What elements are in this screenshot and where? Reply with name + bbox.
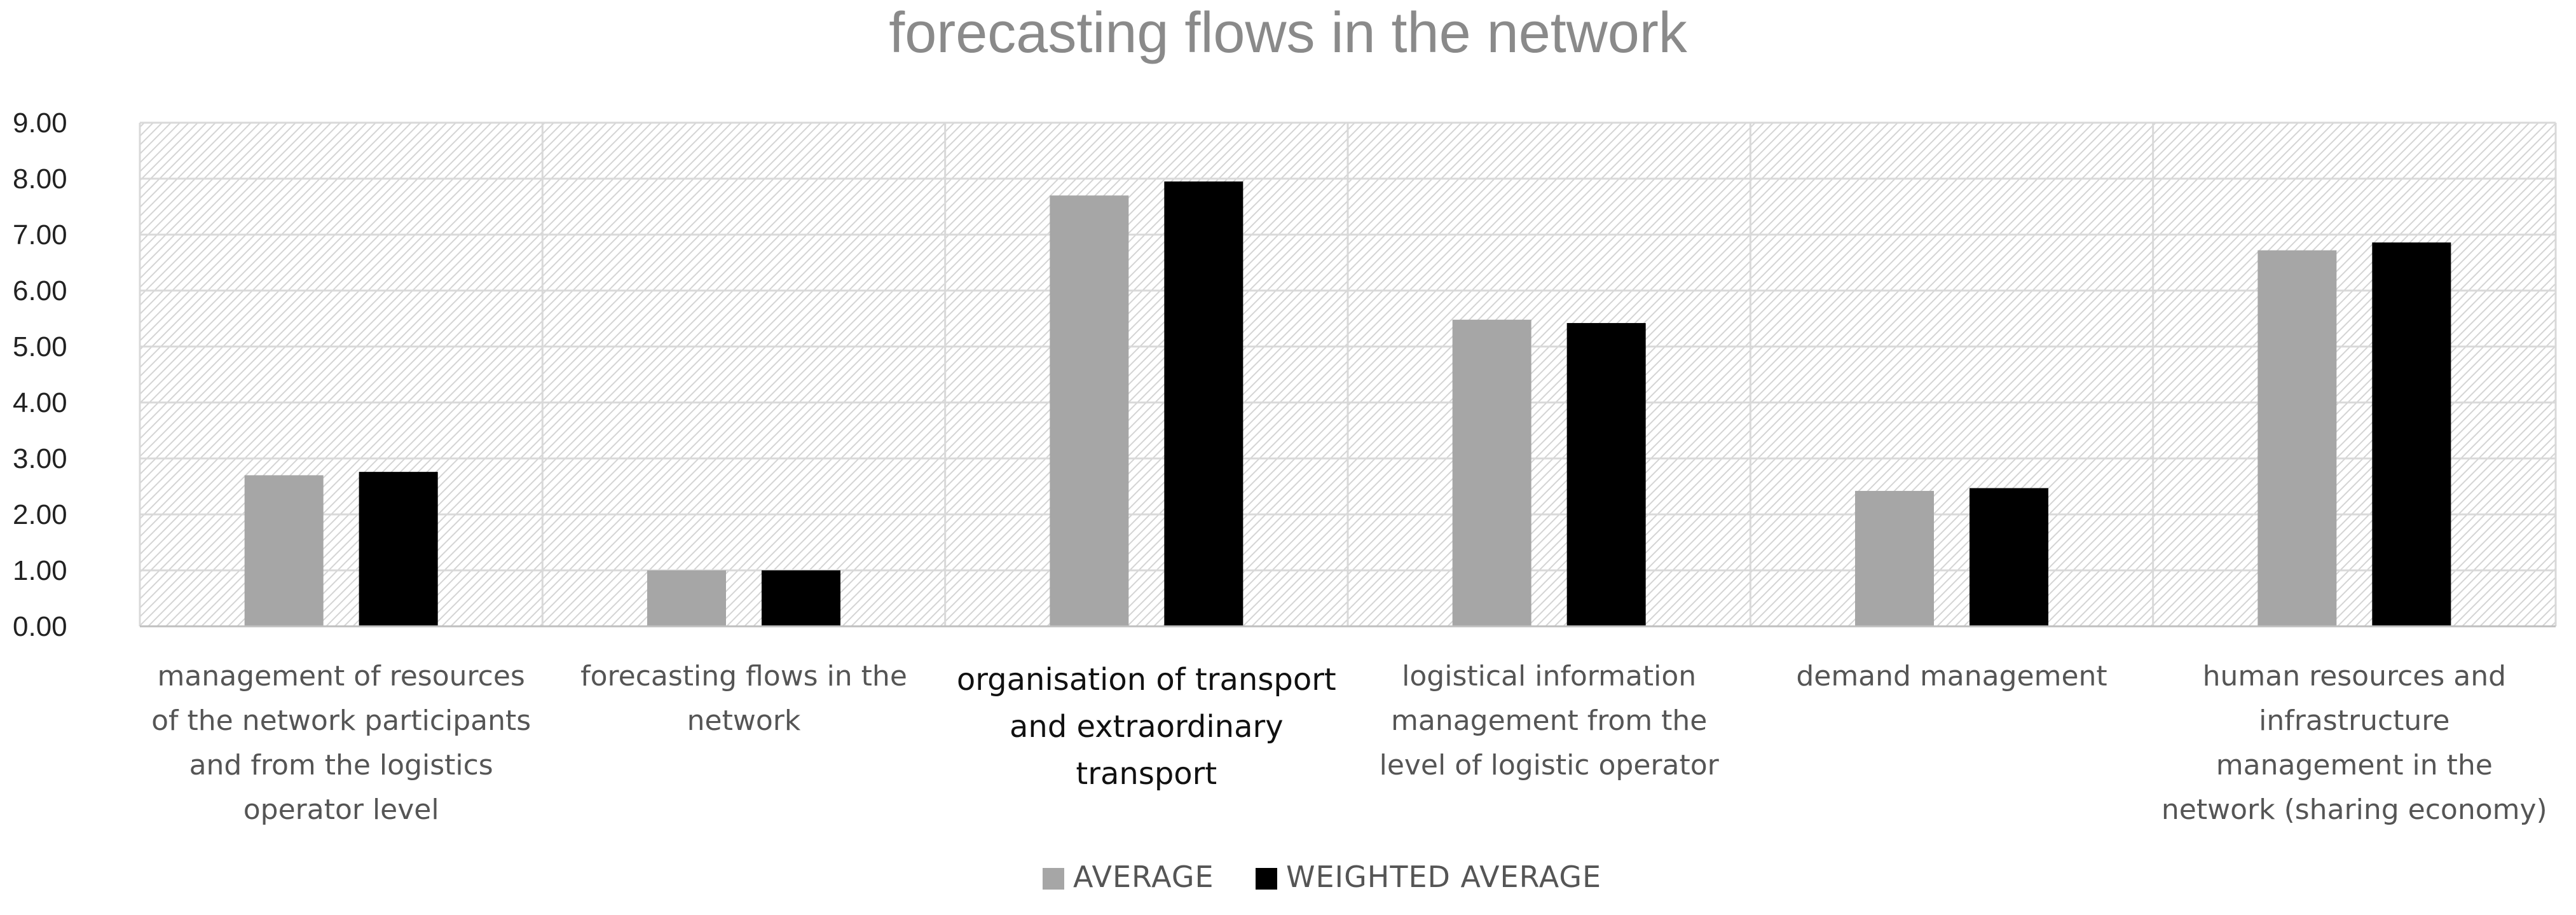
bar-weighted-average bbox=[2372, 242, 2451, 626]
x-category-label: organisation of transport and extraordina… bbox=[957, 662, 1336, 792]
y-tick-label: 5.00 bbox=[13, 331, 67, 362]
x-category-label: demand management bbox=[1796, 660, 2107, 692]
bar-weighted-average bbox=[1970, 488, 2048, 626]
bar-average bbox=[647, 570, 726, 626]
y-tick-label: 4.00 bbox=[13, 387, 67, 418]
bar-weighted-average bbox=[1164, 181, 1243, 626]
x-axis-labels: management of resources of the network pa… bbox=[151, 660, 2547, 826]
y-tick-label: 3.00 bbox=[13, 443, 67, 474]
y-tick-label: 8.00 bbox=[13, 163, 67, 195]
bar-average bbox=[2257, 250, 2337, 626]
x-category-label: human resources and infrastructure managem… bbox=[2162, 660, 2547, 826]
x-category-label: management of resources of the network pa… bbox=[151, 660, 531, 826]
legend: AVERAGE WEIGHTED AVERAGE bbox=[1043, 860, 1601, 894]
bar-average bbox=[1855, 491, 1934, 626]
legend-swatch bbox=[1256, 868, 1277, 890]
y-tick-label: 7.00 bbox=[13, 219, 67, 251]
y-tick-label: 6.00 bbox=[13, 275, 67, 306]
y-tick-label: 1.00 bbox=[13, 555, 67, 586]
bar-weighted-average bbox=[1566, 323, 1646, 626]
legend-label: WEIGHTED AVERAGE bbox=[1286, 860, 1601, 894]
y-tick-label: 2.00 bbox=[13, 499, 67, 530]
chart-title: forecasting flows in the network bbox=[889, 1, 1688, 65]
legend-swatch bbox=[1043, 868, 1064, 890]
y-tick-label: 0.00 bbox=[13, 611, 67, 642]
category-dividers bbox=[139, 123, 2557, 626]
y-axis-ticks: 0.00 1.00 2.00 3.00 4.00 5.00 6.00 7.00 8.00 9.00 bbox=[13, 107, 67, 642]
x-category-label: logistical information management from th… bbox=[1380, 660, 1720, 781]
bar-average bbox=[1050, 195, 1129, 626]
bar-weighted-average bbox=[762, 570, 840, 626]
bars bbox=[244, 181, 2451, 626]
bar-average bbox=[1452, 319, 1531, 626]
bar-average bbox=[244, 475, 324, 626]
y-tick-label: 9.00 bbox=[13, 107, 67, 139]
legend-label: AVERAGE bbox=[1073, 860, 1214, 894]
x-category-label: forecasting flows in the network bbox=[580, 660, 907, 737]
bar-weighted-average bbox=[359, 472, 438, 626]
